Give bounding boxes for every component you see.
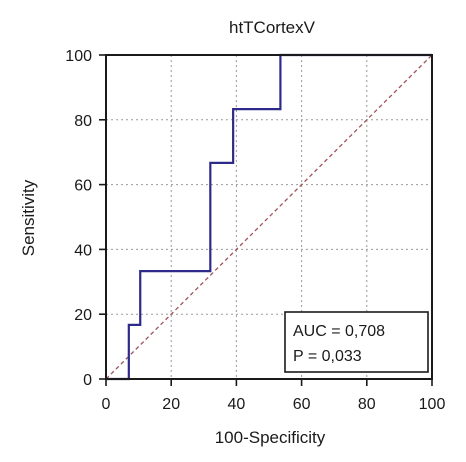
y-tick-label: 0: [83, 372, 92, 389]
p-value-label: P = 0,033: [293, 348, 362, 365]
y-tick-label: 80: [74, 113, 92, 130]
tick-marks: [99, 54, 433, 386]
y-tick-label: 60: [74, 178, 92, 195]
roc-curve-line: [106, 53, 432, 381]
x-tick-label: 80: [358, 396, 376, 413]
auc-label: AUC = 0,708: [293, 323, 385, 340]
y-tick-label: 40: [74, 242, 92, 259]
x-tick-label: 60: [293, 396, 311, 413]
x-axis-label: 100-Specificity: [215, 428, 326, 447]
annotation-box: AUC = 0,708 P = 0,033: [284, 311, 429, 373]
x-tick-label: 0: [102, 396, 111, 413]
x-tick-label: 40: [228, 396, 246, 413]
x-tick-label: 20: [162, 396, 180, 413]
y-tick-label: 20: [74, 307, 92, 324]
y-axis-label: Sensitivity: [19, 179, 38, 256]
chart-title: htTCortexV: [229, 18, 316, 37]
x-tick-label: 100: [419, 396, 446, 413]
y-tick-label: 100: [65, 48, 92, 65]
annotation-box-frame: [284, 311, 429, 373]
plot-frame: [105, 54, 433, 380]
series-group: [105, 53, 433, 381]
